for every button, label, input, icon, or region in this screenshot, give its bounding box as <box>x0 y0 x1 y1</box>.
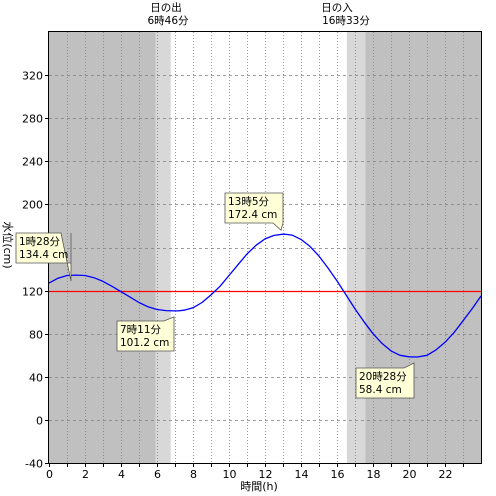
x-tick-label: 18 <box>367 468 381 481</box>
x-tick-label: 16 <box>331 468 345 481</box>
tide-series-line <box>48 233 482 358</box>
annotation-time: 7時11分 <box>120 324 162 336</box>
x-tick-label: 2 <box>82 468 89 481</box>
annotation-value: 58.4 cm <box>359 384 402 396</box>
annotation-box <box>355 362 415 399</box>
day-night-background <box>49 32 481 463</box>
y-tick-label: 80 <box>29 329 43 342</box>
y-tick-label: 0 <box>36 415 43 428</box>
y-tick-label: 240 <box>22 156 43 169</box>
annotation-time: 20時28分 <box>359 371 407 383</box>
annotation-box <box>224 192 284 231</box>
axis-ticks: -400408012016020024028032002468101214161… <box>22 70 464 481</box>
annotation-value: 134.4 cm <box>19 249 68 261</box>
x-tick-label: 20 <box>403 468 417 481</box>
sunrise-label: 日の出 <box>150 1 182 14</box>
x-tick-label: 6 <box>154 468 161 481</box>
y-tick-label: 40 <box>29 372 43 385</box>
x-tick-label: 4 <box>118 468 125 481</box>
x-tick-label: 22 <box>439 468 453 481</box>
sunset-time: 16時33分 <box>322 15 370 27</box>
twilight-region-evening <box>346 32 366 463</box>
x-tick-label: 8 <box>190 468 197 481</box>
y-axis-title: 水位(cm) <box>1 221 15 268</box>
sunrise-time: 6時46分 <box>147 15 189 27</box>
series-line-group <box>48 233 482 358</box>
y-tick-label: 200 <box>22 199 43 212</box>
y-tick-label: -40 <box>25 458 43 471</box>
x-tick-label: 0 <box>46 468 53 481</box>
sunset-label: 日の入 <box>321 2 353 14</box>
x-tick-label: 14 <box>295 468 309 481</box>
x-tick-label: 12 <box>259 468 273 481</box>
day-region <box>170 32 347 463</box>
y-tick-label: 120 <box>22 286 43 299</box>
y-tick-label: 280 <box>22 113 43 126</box>
annotation-box <box>15 232 72 282</box>
night-region-morning <box>49 32 156 463</box>
twilight-region-morning <box>155 32 171 463</box>
annotation-time: 13時5分 <box>228 196 270 208</box>
x-axis-title: 時間(h) <box>240 480 278 493</box>
annotation-value: 101.2 cm <box>120 337 169 349</box>
annotation-time: 1時28分 <box>19 236 61 248</box>
x-tick-label: 10 <box>223 468 237 481</box>
annotation-value: 172.4 cm <box>228 209 277 221</box>
annotation-box <box>116 316 175 352</box>
y-tick-label: 320 <box>22 70 43 83</box>
